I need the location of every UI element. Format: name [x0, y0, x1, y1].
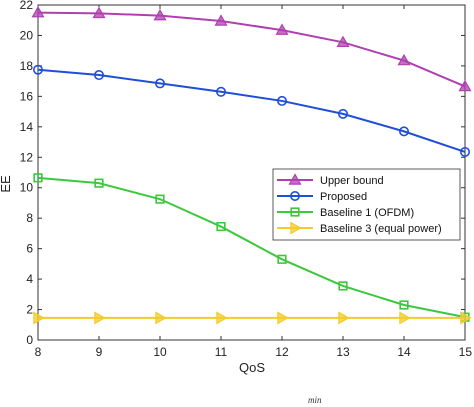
data-point-marker [155, 78, 166, 89]
series-0 [31, 5, 472, 92]
x-axis-ticks: 8 9 10 11 12 13 14 15 [35, 5, 473, 359]
y-axis-label: EE [0, 175, 13, 193]
data-point-marker [94, 311, 106, 325]
legend-label: Upper bound [320, 175, 384, 187]
x-tick-label: 15 [459, 345, 473, 359]
data-point-marker [94, 70, 105, 81]
y-tick-label: 16 [20, 89, 34, 103]
y-axis-ticks: 0 2 4 6 8 10 12 14 16 18 20 22 [20, 0, 465, 347]
x-tick-label: 12 [275, 345, 289, 359]
legend-label: Baseline 1 (OFDM) [320, 207, 414, 219]
legend-entry: Proposed [277, 191, 367, 203]
data-point-marker [275, 23, 289, 35]
legend-entry: Baseline 1 (OFDM) [277, 207, 414, 219]
data-point-marker [216, 221, 226, 232]
y-tick-label: 20 [20, 28, 34, 42]
y-tick-label: 10 [20, 181, 34, 195]
data-point-marker [398, 126, 409, 137]
legend-marker-swatch [288, 173, 302, 185]
data-point-marker [459, 146, 470, 157]
data-point-marker [338, 281, 348, 291]
legend-entry: Baseline 3 (equal power) [277, 221, 442, 235]
data-point-marker [460, 311, 472, 325]
series-layer [31, 5, 472, 325]
x-tick-label: 8 [35, 345, 42, 359]
data-point-marker [397, 53, 411, 66]
data-point-marker [94, 178, 104, 188]
data-point-marker [458, 79, 472, 92]
legend-entry: Upper bound [277, 173, 384, 187]
data-point-marker [214, 14, 228, 26]
footer-fragment: min [308, 395, 322, 405]
series-1 [32, 64, 470, 157]
y-tick-label: 18 [20, 59, 34, 73]
data-point-marker [153, 8, 167, 21]
y-tick-label: 8 [26, 211, 33, 225]
series-line [37, 176, 466, 319]
data-point-marker [338, 311, 350, 325]
data-point-marker [277, 254, 287, 264]
legend-label: Baseline 3 (equal power) [320, 223, 442, 235]
data-point-marker [399, 300, 409, 310]
data-point-marker [32, 64, 43, 75]
legend-marker-swatch [290, 221, 302, 235]
data-point-marker [216, 311, 228, 325]
legend-marker-swatch [290, 207, 300, 217]
data-point-marker [399, 311, 411, 325]
y-tick-label: 6 [26, 242, 33, 256]
data-point-marker [155, 311, 167, 325]
x-axis-label: QoS [239, 360, 265, 375]
data-point-marker [31, 5, 45, 18]
y-tick-label: 22 [20, 0, 34, 12]
x-tick-label: 14 [397, 345, 411, 359]
series-line [37, 68, 466, 153]
data-point-marker [33, 311, 45, 325]
y-tick-label: 12 [20, 150, 34, 164]
data-point-marker [276, 95, 287, 106]
x-tick-label: 13 [336, 345, 350, 359]
series-3 [33, 311, 472, 325]
data-point-marker [336, 35, 350, 48]
data-point-marker [155, 194, 165, 204]
data-point-marker [277, 311, 289, 325]
x-tick-label: 11 [215, 345, 228, 359]
data-point-marker [33, 173, 43, 183]
y-tick-label: 0 [26, 333, 33, 347]
legend-marker-swatch [289, 191, 300, 202]
legend-label: Proposed [320, 191, 367, 203]
x-tick-label: 9 [96, 345, 103, 359]
legend: Upper bound Proposed Baseline 1 (OFDM) Base… [272, 168, 461, 241]
y-tick-label: 4 [26, 272, 33, 286]
x-tick-label: 10 [153, 345, 167, 359]
y-tick-label: 2 [26, 303, 33, 317]
data-point-marker [337, 108, 348, 119]
data-point-marker [216, 86, 227, 97]
series-line [37, 11, 466, 88]
y-tick-label: 14 [20, 120, 34, 134]
data-point-marker [92, 6, 106, 19]
